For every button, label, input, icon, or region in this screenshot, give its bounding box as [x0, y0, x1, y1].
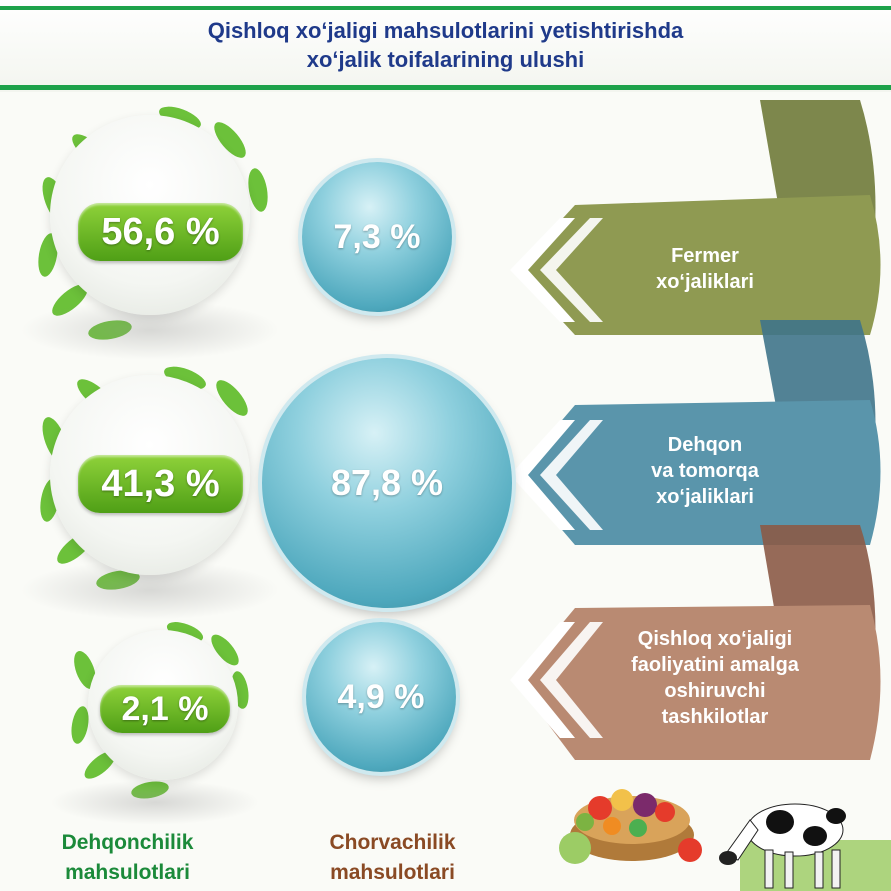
title-line-2: xo‘jalik toifalarining ulushi — [306, 47, 585, 72]
category-label-3-line-1: Qishloq xo‘jaligi — [637, 628, 793, 650]
ribbon-band-2 — [515, 400, 881, 545]
ribbon-band-3 — [515, 605, 881, 760]
crop-column-label-line-1: Dehqonchilik — [61, 831, 194, 854]
category-label-3: Qishloq xo‘jaligi faoliyatini amalga osh… — [600, 626, 830, 730]
title-banner: Qishloq xo‘jaligi mahsulotlarini yetisht… — [0, 0, 891, 92]
livestock-share-2: 87,8 % — [262, 358, 512, 608]
cow-icon — [719, 803, 891, 891]
category-label-1: Fermer xo‘jaliklari — [600, 243, 810, 295]
ribbon-band-1 — [515, 195, 881, 335]
chevron-left-icon — [510, 420, 575, 530]
crop-column-label-line-2: mahsulotlari — [65, 861, 190, 884]
crop-share-2: 41,3 % — [78, 455, 243, 513]
category-label-3-line-4: tashkilotlar — [661, 706, 769, 728]
chevron-left-icon — [510, 218, 575, 322]
livestock-column-label-line-1: Chorvachilik — [329, 831, 456, 854]
category-label-3-line-2: faoliyatini amalga — [631, 654, 799, 676]
category-label-2-line-3: xo‘jaliklari — [656, 486, 754, 508]
category-label-2-line-1: Dehqon — [667, 434, 743, 456]
category-label-1-line-2: xo‘jaliklari — [656, 271, 754, 293]
title-bottom-rule — [0, 85, 891, 90]
category-label-3-line-3: oshiruvchi — [664, 680, 766, 702]
category-label-2: Dehqon va tomorqa xo‘jaliklari — [600, 432, 810, 510]
livestock-column-label-line-2: mahsulotlari — [330, 861, 455, 884]
crop-column-label: Dehqonchilik mahsulotlari — [20, 828, 235, 888]
category-label-2-line-2: va tomorqa — [651, 460, 759, 482]
title-top-rule — [0, 6, 891, 10]
livestock-column-label: Chorvachilik mahsulotlari — [285, 828, 500, 888]
crop-share-3: 2,1 % — [100, 685, 230, 733]
livestock-share-3: 4,9 % — [306, 622, 456, 772]
bubble-shadow — [50, 780, 260, 825]
crop-share-1: 56,6 % — [78, 203, 243, 261]
category-label-1-line-1: Fermer — [671, 245, 739, 267]
title-line-1: Qishloq xo‘jaligi mahsulotlarini yetisht… — [207, 18, 684, 43]
chevron-left-icon — [510, 622, 575, 738]
livestock-share-1: 7,3 % — [302, 162, 452, 312]
vegetable-basket-icon — [559, 789, 702, 864]
page-title: Qishloq xo‘jaligi mahsulotlarini yetisht… — [0, 16, 891, 74]
